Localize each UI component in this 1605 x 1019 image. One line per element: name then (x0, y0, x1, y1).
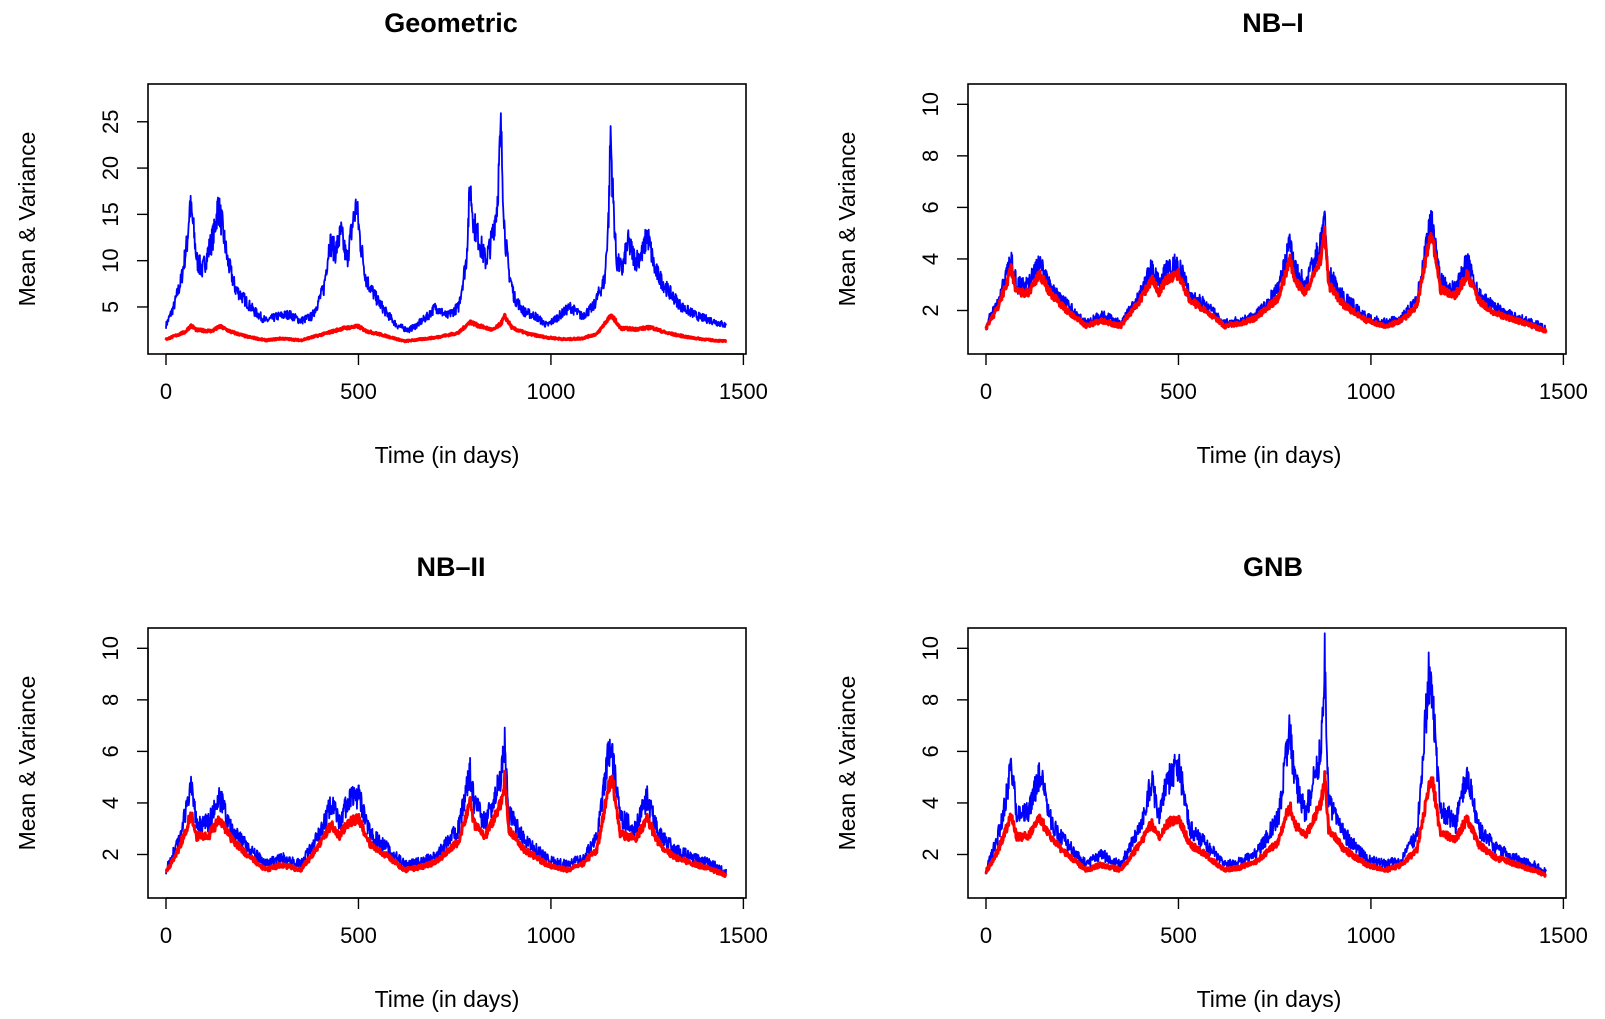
x-tick-label: 0 (980, 923, 992, 948)
y-tick-label: 6 (918, 201, 943, 213)
y-tick-label: 5 (98, 301, 123, 313)
y-tick-label: 2 (98, 848, 123, 860)
y-tick-label: 2 (918, 848, 943, 860)
y-axis-label: Mean & Variance (834, 676, 860, 851)
mean-line (984, 770, 1548, 878)
panel-gnb: GNB 0 500 1000 1500 2 4 6 8 10 Time (in days) Me… (834, 552, 1588, 1012)
variance-line (985, 632, 1547, 877)
x-tick-label: 500 (1160, 379, 1197, 404)
y-tick-label: 10 (918, 636, 943, 660)
x-tick-label: 500 (340, 379, 377, 404)
x-axis-label: Time (in days) (1197, 442, 1342, 468)
y-tick-label: 10 (918, 92, 943, 116)
panel-title: Geometric (384, 8, 518, 38)
axis-ticks: 0 500 1000 1500 2 4 6 8 10 (918, 636, 1588, 948)
y-tick-label: 6 (918, 745, 943, 757)
y-tick-label: 8 (918, 694, 943, 706)
x-tick-label: 1000 (1346, 379, 1395, 404)
x-tick-label: 500 (340, 923, 377, 948)
plot-marks (984, 632, 1548, 878)
x-tick-label: 1500 (719, 923, 768, 948)
x-tick-label: 1000 (526, 379, 575, 404)
x-tick-label: 0 (980, 379, 992, 404)
mean-line (164, 312, 728, 344)
y-tick-label: 4 (98, 797, 123, 809)
plot-frame (967, 83, 1567, 355)
y-tick-label: 4 (918, 797, 943, 809)
y-axis-label: Mean & Variance (834, 132, 860, 307)
y-tick-label: 25 (98, 110, 123, 134)
x-tick-label: 1000 (1346, 923, 1395, 948)
x-tick-label: 0 (160, 379, 172, 404)
y-tick-label: 4 (918, 253, 943, 265)
plot-marks (984, 209, 1548, 334)
x-tick-label: 1500 (1539, 379, 1588, 404)
x-tick-label: 1000 (526, 923, 575, 948)
y-tick-label: 8 (98, 694, 123, 706)
plot-frame (967, 627, 1567, 899)
y-tick-label: 10 (98, 636, 123, 660)
mean-line (164, 769, 728, 878)
panel-title: NB–I (1242, 8, 1304, 38)
panel-geometric: Geometric 0 500 1000 1500 5 10 15 20 25 Time (in… (14, 8, 768, 468)
axis-ticks: 0 500 1000 1500 2 4 6 8 10 (98, 636, 768, 948)
plot-marks (164, 112, 728, 344)
panel-title: NB–II (416, 552, 485, 582)
axis-ticks: 0 500 1000 1500 5 10 15 20 25 (98, 110, 768, 404)
variance-line (165, 112, 727, 334)
y-axis-label: Mean & Variance (14, 676, 40, 851)
x-tick-label: 1500 (1539, 923, 1588, 948)
axis-ticks: 0 500 1000 1500 2 4 6 8 10 (918, 92, 1588, 404)
plot-frame (147, 627, 747, 899)
x-tick-label: 1500 (719, 379, 768, 404)
panel-title: GNB (1243, 552, 1303, 582)
y-tick-label: 20 (98, 156, 123, 180)
x-tick-label: 500 (1160, 923, 1197, 948)
x-axis-label: Time (in days) (1197, 986, 1342, 1012)
y-tick-label: 8 (918, 150, 943, 162)
x-axis-label: Time (in days) (375, 442, 520, 468)
y-tick-label: 6 (98, 745, 123, 757)
x-tick-label: 0 (160, 923, 172, 948)
panel-nb-i: NB–I 0 500 1000 1500 2 4 6 8 10 Time (in days) M… (834, 8, 1588, 468)
mean-line (984, 225, 1548, 334)
y-tick-label: 10 (98, 248, 123, 272)
plot-marks (164, 726, 728, 878)
y-axis-label: Mean & Variance (14, 132, 40, 307)
y-tick-label: 15 (98, 202, 123, 226)
y-tick-label: 2 (918, 304, 943, 316)
x-axis-label: Time (in days) (375, 986, 520, 1012)
